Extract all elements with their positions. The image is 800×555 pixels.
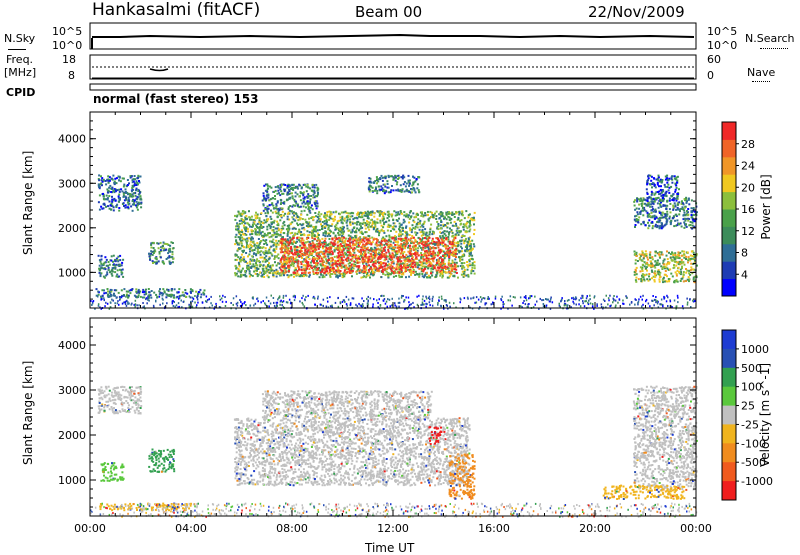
- colorbar-tick-label: 12: [741, 225, 755, 238]
- data-region: [98, 386, 143, 415]
- colorbar-tick-label: 8: [741, 247, 748, 260]
- colorbar-tick-label: -25: [741, 418, 759, 431]
- x-tick-label: 12:00: [377, 522, 409, 535]
- freq-blip: [150, 69, 168, 71]
- data-region: [262, 390, 433, 419]
- power-colorbar-label: Power [dB]: [759, 162, 773, 252]
- colorbar-segment: [722, 261, 736, 279]
- xlabel: Time UT: [365, 541, 414, 555]
- colorbar-segment: [722, 387, 736, 406]
- colorbar-segment: [722, 443, 736, 462]
- cpid-panel: [90, 84, 696, 90]
- colorbar-segment: [722, 192, 736, 210]
- x-tick-label: 20:00: [579, 522, 611, 535]
- plot-frame: [90, 318, 696, 516]
- colorbar-segment: [722, 279, 736, 297]
- y-tick-label: 2000: [58, 429, 86, 442]
- colorbar-segment: [722, 244, 736, 262]
- colorbar-segment: [722, 226, 736, 244]
- y-tick-label: 3000: [58, 177, 86, 190]
- y-tick-label: 1000: [58, 266, 86, 279]
- data-region: [634, 250, 699, 283]
- colorbar-segment: [722, 122, 736, 140]
- colorbar-segment: [722, 406, 736, 425]
- x-tick-label: 00:00: [680, 522, 712, 535]
- y-tick-label: 3000: [58, 384, 86, 397]
- data-region: [368, 175, 420, 195]
- colorbar-segment: [722, 424, 736, 443]
- data-region: [603, 485, 686, 500]
- data-region: [100, 462, 124, 482]
- colorbar-segment: [722, 462, 736, 481]
- data-region: [98, 174, 143, 211]
- velocity-ylabel: Slant Range [km]: [21, 365, 35, 465]
- colorbar-segment: [722, 174, 736, 192]
- x-tick-label: 16:00: [478, 522, 510, 535]
- velocity-colorbar-label: Velocity [m s^-1]: [758, 360, 772, 470]
- power-ylabel: Slant Range [km]: [21, 155, 35, 255]
- colorbar-segment: [722, 209, 736, 227]
- data-region: [633, 386, 698, 491]
- data-region: [449, 453, 476, 499]
- colorbar-segment: [722, 349, 736, 368]
- colorbar-segment: [722, 368, 736, 387]
- colorbar-tick-label: 20: [741, 181, 755, 194]
- colorbar-tick-label: 4: [741, 268, 748, 281]
- colorbar-tick-label: 24: [741, 160, 755, 173]
- plot-frame: [90, 112, 696, 308]
- colorbar-tick-label: 28: [741, 138, 755, 151]
- data-region: [98, 255, 125, 279]
- power-panel: 1000 2000 3000 4000 4 8 12 16 20 24 28: [58, 112, 755, 310]
- x-tick-label: 08:00: [276, 522, 308, 535]
- y-tick-label: 4000: [58, 133, 86, 146]
- colorbar-segment: [722, 157, 736, 175]
- x-tick-label: 00:00: [74, 522, 106, 535]
- nsky-trace: [92, 35, 694, 37]
- x-tick-label: 04:00: [175, 522, 207, 535]
- data-region: [262, 183, 320, 211]
- data-region: [148, 241, 175, 265]
- colorbar-tick-label: -1000: [741, 475, 773, 488]
- y-tick-label: 1000: [58, 474, 86, 487]
- y-tick-label: 2000: [58, 222, 86, 235]
- colorbar-segment: [722, 330, 736, 349]
- colorbar-tick-label: 25: [741, 400, 755, 413]
- data-region: [148, 449, 175, 473]
- colorbar-segment: [722, 481, 736, 500]
- colorbar-tick-label: 16: [741, 203, 755, 216]
- y-tick-label: 4000: [58, 339, 86, 352]
- data-region: [633, 197, 698, 230]
- colorbar-segment: [722, 139, 736, 157]
- colorbar-tick-label: 1000: [741, 343, 769, 356]
